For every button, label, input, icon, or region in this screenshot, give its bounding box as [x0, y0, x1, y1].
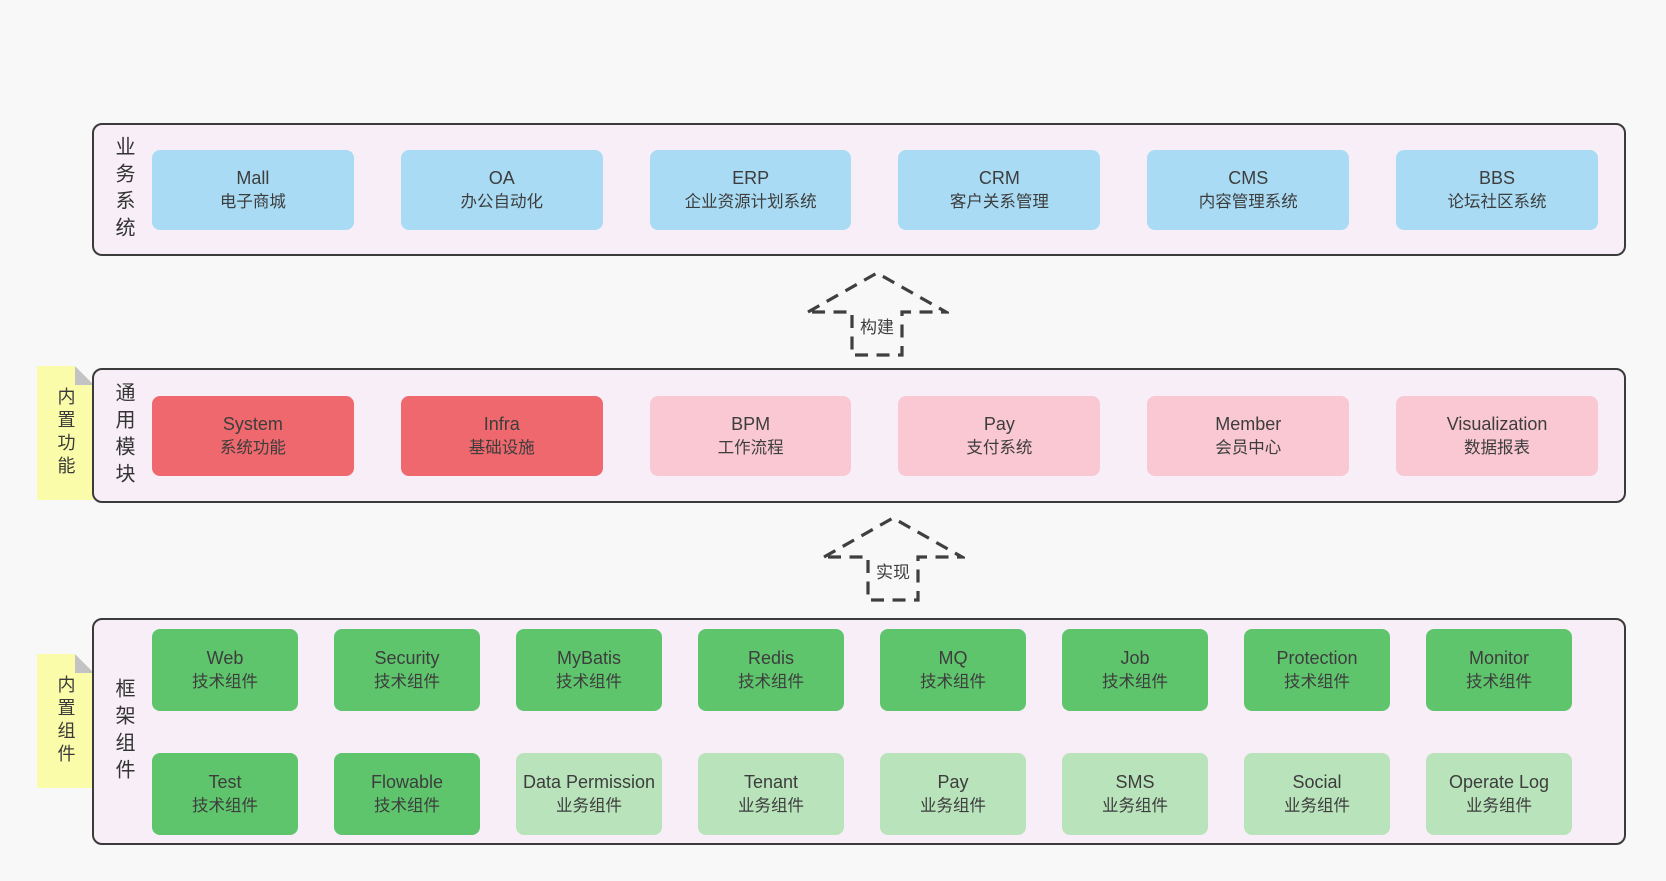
box-operate-log: Operate Log 业务组件 — [1426, 752, 1572, 835]
box-social: Social 业务组件 — [1244, 752, 1390, 835]
box-visualization: Visualization 数据报表 — [1396, 395, 1598, 476]
box-test: Test 技术组件 — [152, 752, 298, 835]
box-flowable: Flowable 技术组件 — [334, 752, 480, 835]
box-pay: Pay 支付系统 — [898, 395, 1101, 476]
business-boxes: Mall 电子商城 OA 办公自动化 ERP 企业资源计划系统 CRM 客户关系… — [152, 125, 1624, 254]
sticky-note-text: 内置组件 — [55, 675, 76, 767]
sticky-note-builtin-features: 内置功能 — [37, 366, 94, 500]
arrow-implement-label: 实现 — [873, 557, 913, 584]
arrow-implement: 实现 — [821, 515, 965, 603]
band-label-components: 框架组件 — [112, 677, 134, 786]
band-label-business: 业务系统 — [112, 135, 134, 244]
box-crm: CRM 客户关系管理 — [898, 149, 1101, 230]
components-row-2: Test 技术组件 Flowable 技术组件 Data Permission … — [152, 744, 1598, 843]
box-erp: ERP 企业资源计划系统 — [649, 149, 852, 230]
component-rows: Web 技术组件 Security 技术组件 MyBatis 技术组件 Redi… — [152, 620, 1624, 843]
band-common-modules: 通用模块 System 系统功能 Infra 基础设施 BPM 工作流程 Pay… — [92, 368, 1626, 503]
arrow-build: 构建 — [805, 270, 949, 358]
box-redis: Redis 技术组件 — [698, 628, 844, 711]
band-framework-components: 框架组件 Web 技术组件 Security 技术组件 MyBatis 技术组件… — [92, 618, 1626, 845]
box-pay: Pay 业务组件 — [880, 752, 1026, 835]
box-web: Web 技术组件 — [152, 628, 298, 711]
band-label-modules: 通用模块 — [112, 381, 134, 490]
box-infra: Infra 基础设施 — [400, 395, 603, 476]
box-mybatis: MyBatis 技术组件 — [516, 628, 662, 711]
components-row-1: Web 技术组件 Security 技术组件 MyBatis 技术组件 Redi… — [152, 620, 1598, 719]
box-data-permission: Data Permission 业务组件 — [516, 752, 662, 835]
box-job: Job 技术组件 — [1062, 628, 1208, 711]
box-member: Member 会员中心 — [1147, 395, 1350, 476]
box-mall: Mall 电子商城 — [152, 149, 354, 230]
box-bpm: BPM 工作流程 — [649, 395, 852, 476]
arrow-build-label: 构建 — [857, 312, 897, 339]
box-tenant: Tenant 业务组件 — [698, 752, 844, 835]
box-mq: MQ 技术组件 — [880, 628, 1026, 711]
module-boxes: System 系统功能 Infra 基础设施 BPM 工作流程 Pay 支付系统… — [152, 370, 1624, 501]
box-protection: Protection 技术组件 — [1244, 628, 1390, 711]
band-business-systems: 业务系统 Mall 电子商城 OA 办公自动化 ERP 企业资源计划系统 CRM… — [92, 123, 1626, 256]
box-monitor: Monitor 技术组件 — [1426, 628, 1572, 711]
box-system: System 系统功能 — [152, 395, 354, 476]
box-oa: OA 办公自动化 — [400, 149, 603, 230]
dashed-up-arrow-icon — [805, 271, 949, 357]
box-security: Security 技术组件 — [334, 628, 480, 711]
dashed-up-arrow-icon — [821, 516, 965, 602]
box-sms: SMS 业务组件 — [1062, 752, 1208, 835]
box-cms: CMS 内容管理系统 — [1147, 149, 1350, 230]
sticky-note-builtin-components: 内置组件 — [37, 654, 94, 788]
sticky-note-text: 内置功能 — [55, 387, 76, 479]
box-bbs: BBS 论坛社区系统 — [1396, 149, 1598, 230]
